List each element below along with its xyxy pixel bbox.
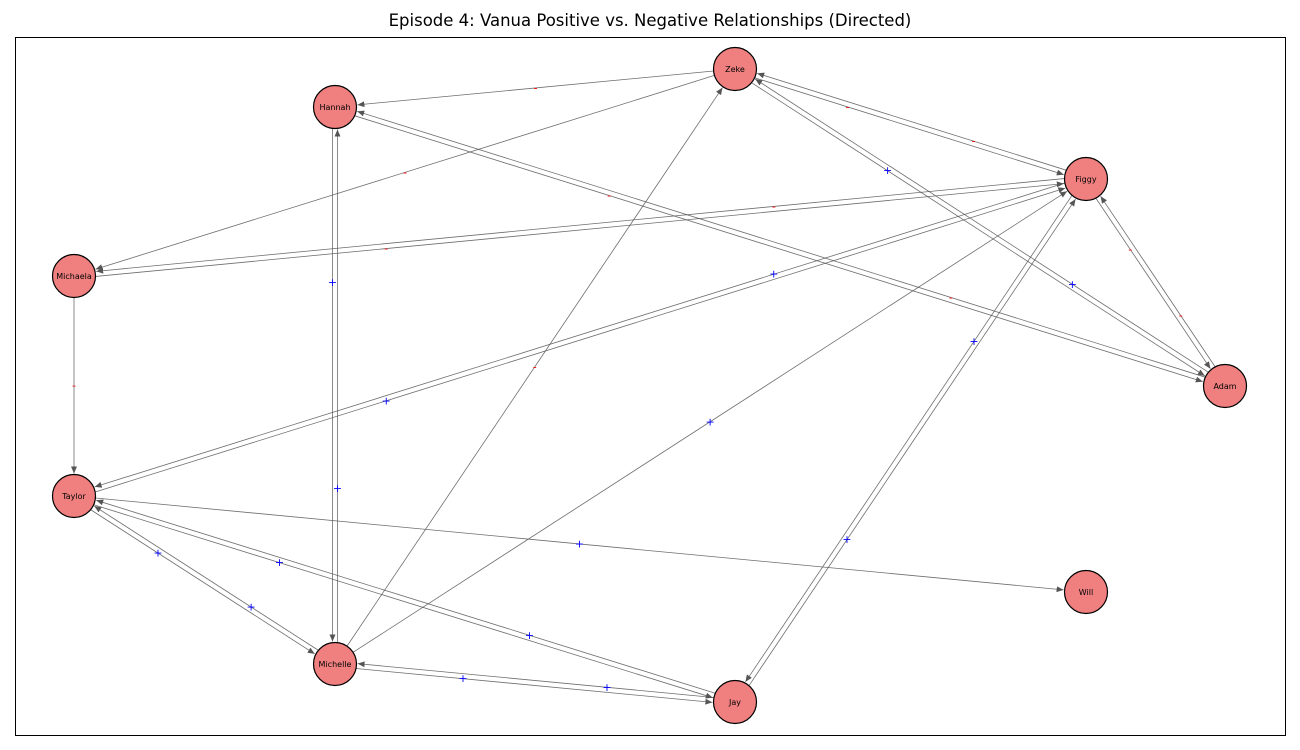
node-zeke: Zeke (712, 46, 758, 92)
edge-sign-zeke-to-figgy: - (845, 100, 849, 113)
edge-sign-taylor-to-michelle: + (153, 546, 162, 559)
edge-sign-adam-to-hannah: - (949, 291, 953, 304)
edge-sign-figgy-to-michaela: - (772, 200, 776, 213)
edge-sign-hannah-to-adam: - (607, 189, 611, 202)
node-figgy: Figgy (1063, 156, 1109, 202)
edge-adam-to-hannah (357, 110, 1206, 378)
node-circle-figgy (1063, 156, 1109, 202)
edge-sign-zeke-to-michaela: - (403, 166, 407, 179)
node-michelle: Michelle (312, 641, 358, 687)
edge-michaela-to-figgy (95, 181, 1064, 277)
node-label-taylor: Taylor (61, 492, 86, 501)
node-adam: Adam (1202, 363, 1248, 409)
edge-michelle-to-zeke (346, 87, 723, 647)
edge-jay-to-figgy (748, 198, 1076, 686)
edge-figgy-to-taylor (94, 182, 1065, 488)
edges-layer (71, 70, 1216, 705)
node-circle-jay (712, 679, 758, 725)
node-circle-michaela (51, 253, 97, 299)
edge-sign-adam-to-zeke: + (1068, 278, 1077, 291)
plot-frame (15, 37, 1286, 736)
edge-sign-zeke-to-adam: + (883, 164, 892, 177)
edge-taylor-to-will (95, 497, 1064, 593)
node-circle-will (1063, 569, 1109, 615)
node-will: Will (1063, 569, 1109, 615)
diagram-title: Episode 4: Vanua Positive vs. Negative R… (388, 11, 912, 30)
node-label-michelle: Michelle (319, 660, 352, 669)
edge-sign-michaela-to-taylor: - (72, 379, 76, 392)
edge-sign-michelle-to-hannah: + (333, 482, 342, 495)
node-hannah: Hannah (312, 84, 358, 130)
node-circle-adam (1202, 363, 1248, 409)
edge-sign-figgy-to-jay: + (969, 335, 978, 348)
edge-sign-jay-to-taylor: + (525, 629, 534, 642)
edge-sign-figgy-to-adam: - (1128, 243, 1132, 256)
edge-adam-to-zeke (755, 78, 1209, 373)
edge-hannah-to-adam (354, 115, 1203, 383)
edge-michelle-to-figgy (352, 190, 1068, 653)
edge-adam-to-figgy (1100, 196, 1216, 367)
edge-sign-michelle-to-taylor: + (246, 601, 255, 614)
edge-sign-zeke-to-hannah: - (534, 81, 538, 94)
node-circle-hannah (312, 84, 358, 130)
edge-figgy-to-adam (1095, 198, 1211, 369)
node-label-michaela: Michaela (56, 272, 92, 281)
edge-sign-michelle-to-jay: + (458, 672, 467, 685)
edge-sign-jay-to-figgy: + (842, 533, 851, 546)
edge-figgy-to-jay (745, 195, 1073, 683)
node-label-jay: Jay (728, 698, 741, 707)
edge-sign-hannah-to-michelle: + (328, 276, 337, 289)
edge-figgy-to-zeke (757, 72, 1067, 171)
node-label-will: Will (1079, 588, 1093, 597)
node-michaela: Michaela (51, 253, 97, 299)
edge-michelle-to-taylor (94, 505, 319, 651)
node-taylor: Taylor (51, 473, 97, 519)
edge-taylor-to-michelle (90, 509, 315, 655)
node-label-zeke: Zeke (725, 65, 745, 74)
edge-sign-taylor-to-jay: + (275, 556, 284, 569)
edge-sign-jay-to-michelle: + (602, 681, 611, 694)
edge-figgy-to-michaela (96, 178, 1065, 274)
edge-zeke-to-hannah (357, 70, 714, 108)
edge-sign-michaela-to-figgy: - (384, 242, 388, 255)
node-circle-taylor (51, 473, 97, 519)
node-jay: Jay (712, 679, 758, 725)
edge-sign-adam-to-figgy: - (1179, 309, 1183, 322)
node-circle-zeke (712, 46, 758, 92)
edge-zeke-to-adam (751, 82, 1205, 377)
edge-sign-taylor-to-will: + (575, 537, 584, 550)
edge-sign-michelle-to-zeke: - (533, 360, 537, 373)
edge-signs-layer: - - - - - + - + - + - + - - - + + - + + + + + + + + + + (72, 81, 1183, 693)
node-label-adam: Adam (1213, 382, 1236, 391)
edge-michelle-to-jay (356, 668, 713, 705)
edge-sign-figgy-to-zeke: - (972, 135, 976, 148)
nodes-layer: Zeke Hannah Figgy Michaela Adam Taylor Will Mic… (51, 46, 1248, 725)
node-circle-michelle (312, 641, 358, 687)
edge-jay-to-michelle (357, 661, 714, 698)
node-label-figgy: Figgy (1075, 175, 1096, 184)
edge-sign-figgy-to-taylor: + (769, 268, 778, 281)
edge-zeke-to-michaela (95, 75, 715, 271)
edge-zeke-to-figgy (754, 77, 1064, 176)
edge-taylor-to-figgy (95, 187, 1066, 493)
edge-sign-taylor-to-figgy: + (382, 394, 391, 407)
edge-taylor-to-jay (93, 504, 713, 699)
edge-sign-michelle-to-figgy: + (705, 415, 714, 428)
node-label-hannah: Hannah (319, 103, 350, 112)
edge-jay-to-taylor (96, 499, 716, 694)
